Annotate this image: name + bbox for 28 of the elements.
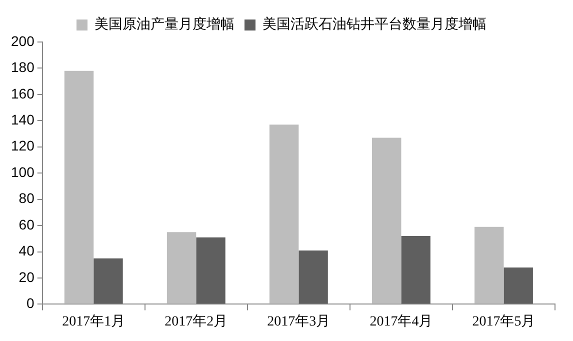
x-tick-label: 2017年2月 [164, 313, 228, 330]
y-tick-label: 60 [18, 216, 35, 232]
y-tick-label: 80 [18, 190, 35, 206]
bar [401, 236, 430, 304]
x-tick-label: 2017年3月 [267, 313, 330, 330]
x-tick-label: 2017年1月 [62, 313, 126, 330]
y-tick-label: 180 [11, 59, 35, 76]
bar [196, 237, 226, 304]
y-tick-label: 200 [11, 32, 35, 49]
bar [504, 267, 533, 304]
bar [94, 258, 123, 304]
legend-label: 美国活跃石油钻井平台数量月度增幅 [262, 16, 486, 33]
bar [166, 232, 196, 304]
y-tick-label: 40 [18, 242, 35, 259]
y-tick-label: 100 [11, 164, 35, 180]
y-tick-label: 120 [11, 138, 35, 154]
x-tick-label: 2017年5月 [472, 313, 536, 330]
bar [269, 124, 299, 304]
y-tick-label: 160 [11, 85, 35, 102]
bar [64, 70, 94, 304]
x-tick-label: 2017年4月 [370, 313, 433, 330]
bar [474, 226, 504, 304]
legend-label: 美国原油产量月度增幅 [94, 16, 234, 33]
bar [298, 250, 328, 304]
y-tick-label: 20 [18, 268, 35, 285]
y-tick-label: 0 [26, 295, 35, 312]
y-tick-label: 140 [11, 112, 35, 128]
bar [372, 138, 402, 304]
